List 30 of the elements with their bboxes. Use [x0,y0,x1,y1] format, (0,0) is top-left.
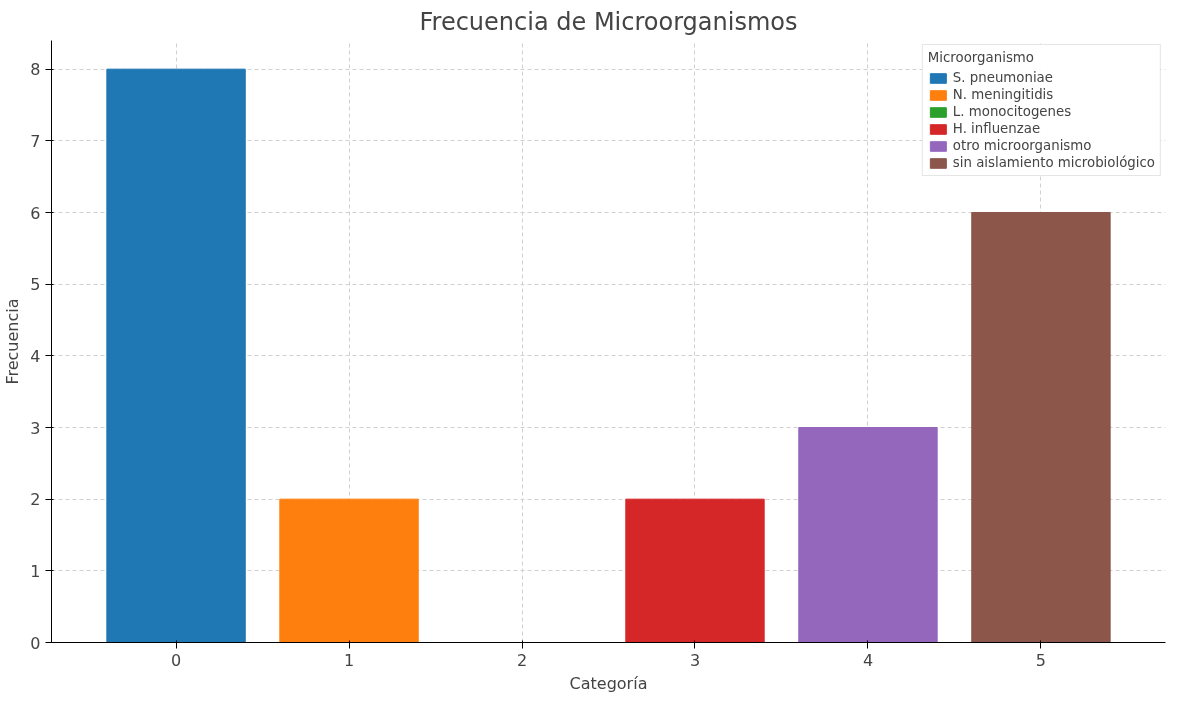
y-tick-label: 7 [30,131,41,151]
y-tick-label: 6 [30,203,41,223]
legend-label: S. pneumoniae [952,70,1053,85]
legend-title: Microorganismo [927,50,1035,65]
legend-label: L. monocitogenes [952,104,1072,119]
legend-label: otro microorganismo [952,138,1092,153]
bar [279,498,419,643]
x-tick-label: 0 [170,650,182,670]
y-tick-label: 3 [30,418,41,438]
bar [971,212,1111,643]
y-tick-label: 8 [30,60,41,80]
y-tick-label: 2 [30,490,41,510]
bar [625,498,765,643]
x-axis-title: Categoría [569,673,648,693]
x-tick-label: 2 [516,650,528,670]
y-tick-label: 1 [30,561,41,581]
legend-label: sin aislamiento microbiológico [952,155,1155,170]
legend-label: N. meningitidis [952,87,1054,102]
x-tick-label: 4 [862,650,874,670]
y-axis-title: Frecuencia [3,298,23,385]
y-tick-label: 5 [30,275,41,295]
x-tick-label: 1 [343,650,355,670]
legend-label: H. influenzae [952,121,1041,136]
x-tick-label: 3 [689,650,701,670]
x-tick-label: 5 [1035,650,1047,670]
y-tick-label: 0 [30,633,41,653]
y-tick-label: 4 [30,346,41,366]
bar [798,427,938,643]
chart-title: Frecuencia de Microorganismos [419,7,798,36]
bar [106,68,246,643]
